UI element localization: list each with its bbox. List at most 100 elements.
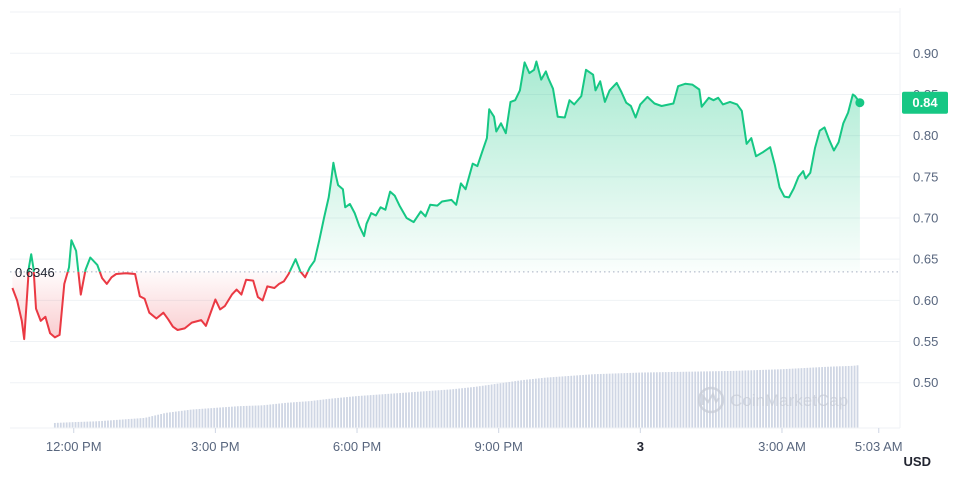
volume-bar	[723, 371, 726, 428]
volume-bar	[275, 403, 278, 428]
volume-bar	[139, 418, 142, 428]
volume-bar	[726, 371, 729, 428]
volume-bar	[174, 411, 177, 428]
volume-bar	[824, 366, 826, 428]
volume-bar	[157, 414, 160, 428]
volume-bar	[351, 396, 354, 428]
volume-bar	[440, 390, 443, 428]
volume-bar	[650, 372, 652, 428]
x-tick-label: 5:03 AM	[855, 439, 903, 454]
volume-bar	[502, 382, 505, 428]
volume-bar	[514, 381, 517, 428]
volume-bar	[112, 420, 115, 428]
volume-bar	[815, 367, 818, 428]
volume-bar	[419, 391, 422, 428]
volume-bar	[334, 398, 337, 428]
volume-bar	[292, 402, 295, 428]
volume-bar	[478, 386, 481, 428]
volume-bar	[189, 409, 192, 428]
volume-bar	[576, 375, 579, 428]
volume-bar	[856, 365, 859, 428]
volume-bar	[644, 372, 646, 428]
volume-bar	[564, 376, 567, 428]
volume-bar	[759, 369, 762, 428]
volume-bar	[307, 401, 310, 428]
volume-bar	[201, 408, 204, 428]
volume-bar	[251, 405, 254, 428]
volume-bar	[467, 387, 469, 428]
volume-bar	[357, 395, 360, 428]
volume-bar	[136, 418, 139, 428]
volume-bar	[363, 395, 366, 428]
volume-bar	[68, 422, 71, 428]
volume-bar	[546, 377, 549, 428]
volume-bar	[694, 371, 697, 428]
volume-bar	[59, 422, 62, 428]
x-tick-label: 9:00 PM	[474, 439, 522, 454]
volume-bar	[803, 368, 806, 428]
volume-bar	[481, 385, 484, 428]
volume-bar	[195, 409, 198, 428]
currency-label: USD	[904, 454, 931, 469]
volume-bar	[762, 369, 764, 428]
open-price-label: 0.6346	[15, 265, 55, 280]
volume-bar	[56, 422, 59, 428]
volume-bar	[838, 366, 841, 428]
volume-bar	[605, 373, 608, 428]
volume-bars	[53, 365, 859, 428]
volume-bar	[92, 421, 95, 428]
volume-bar	[821, 367, 823, 428]
volume-bar	[585, 374, 587, 428]
volume-bar	[830, 366, 832, 428]
volume-bar	[171, 411, 174, 428]
volume-bar	[809, 367, 812, 428]
volume-bar	[496, 383, 499, 428]
volume-bar	[647, 372, 649, 428]
volume-bar	[222, 407, 224, 428]
volume-bar	[287, 402, 289, 428]
volume-bar	[532, 378, 534, 428]
volume-bar	[378, 394, 381, 428]
volume-bar	[127, 419, 130, 428]
coinmarketcap-logo-mark	[702, 391, 720, 405]
volume-bar	[428, 390, 431, 428]
volume-bar	[735, 370, 738, 428]
volume-bar	[133, 418, 136, 428]
volume-bar	[110, 420, 112, 428]
x-tick-label: 12:00 PM	[46, 439, 102, 454]
volume-bar	[658, 372, 661, 428]
price-area-up	[28, 61, 860, 272]
volume-bar	[579, 375, 582, 428]
volume-bar	[484, 385, 487, 428]
volume-bar	[425, 391, 428, 428]
volume-bar	[328, 398, 331, 428]
volume-bar	[396, 393, 399, 428]
volume-bar	[80, 421, 83, 428]
price-line	[11, 60, 861, 341]
volume-bar	[750, 370, 753, 428]
volume-bar	[384, 394, 387, 428]
volume-bar	[83, 421, 86, 428]
volume-bar	[499, 383, 502, 428]
volume-bar	[591, 374, 593, 428]
volume-bar	[712, 371, 714, 428]
volume-bar	[635, 372, 638, 428]
volume-bar	[773, 369, 776, 428]
volume-bar	[360, 395, 363, 428]
volume-bar	[638, 372, 641, 428]
x-tick-label: 3:00 AM	[758, 439, 806, 454]
volume-bar	[331, 398, 334, 428]
volume-bar	[104, 420, 106, 428]
volume-bar	[62, 422, 65, 428]
y-tick-label: 0.70	[913, 211, 938, 226]
volume-bar	[310, 400, 313, 428]
volume-bar	[555, 376, 558, 428]
volume-bar	[505, 382, 508, 428]
volume-bar	[213, 407, 216, 428]
volume-bar	[776, 369, 779, 428]
volume-bar	[599, 373, 602, 428]
volume-bar	[405, 392, 407, 428]
volume-bar	[322, 399, 325, 428]
volume-bar	[434, 390, 437, 428]
